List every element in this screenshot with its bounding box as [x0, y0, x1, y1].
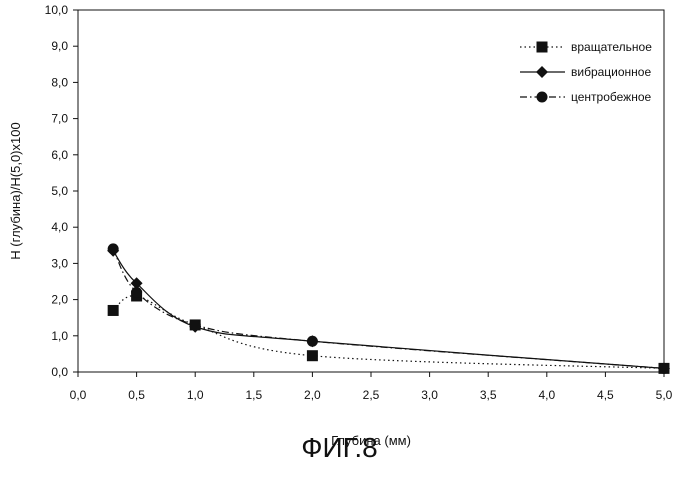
- y-tick-label: 8,0: [51, 75, 68, 89]
- y-tick-label: 6,0: [51, 148, 68, 162]
- legend-label: центробежное: [571, 90, 651, 104]
- x-tick-label: 1,0: [187, 388, 204, 402]
- x-tick-label: 4,5: [597, 388, 614, 402]
- data-point: [307, 350, 318, 361]
- legend-marker: [537, 42, 548, 53]
- legend-item: вибрационное: [520, 65, 651, 79]
- legend-label: вращательное: [571, 40, 652, 54]
- series-2: [108, 243, 670, 373]
- legend-item: центробежное: [520, 90, 651, 104]
- data-point: [659, 363, 670, 374]
- y-tick-label: 3,0: [51, 256, 68, 270]
- series-0: [108, 290, 670, 373]
- x-tick-label: 0,0: [70, 388, 87, 402]
- x-tick-label: 3,0: [421, 388, 438, 402]
- series-layer: [107, 243, 670, 374]
- y-tick-label: 9,0: [51, 39, 68, 53]
- series-1: [107, 245, 670, 375]
- y-axis-label: Н (глубина)/Н(5,0)х100: [8, 122, 23, 259]
- legend: вращательное вибрационное центробежное: [520, 40, 652, 104]
- y-tick-label: 2,0: [51, 293, 68, 307]
- x-tick-label: 5,0: [656, 388, 673, 402]
- data-point: [307, 336, 318, 347]
- series-line: [113, 249, 664, 368]
- x-tick-label: 2,0: [304, 388, 321, 402]
- y-tick-label: 7,0: [51, 112, 68, 126]
- x-tick-label: 0,5: [128, 388, 145, 402]
- x-tick-label: 4,0: [538, 388, 555, 402]
- y-tick-label: 0,0: [51, 365, 68, 379]
- x-tick-label: 3,5: [480, 388, 497, 402]
- x-tick-label: 1,5: [245, 388, 262, 402]
- x-tick-label: 2,5: [363, 388, 380, 402]
- legend-marker: [536, 66, 548, 78]
- series-line: [113, 251, 664, 369]
- data-point: [108, 305, 119, 316]
- legend-label: вибрационное: [571, 65, 651, 79]
- y-tick-label: 4,0: [51, 220, 68, 234]
- y-tick-label: 10,0: [45, 3, 69, 17]
- y-tick-label: 5,0: [51, 184, 68, 198]
- figure-caption: ФИГ.8: [0, 432, 679, 464]
- data-point: [131, 287, 142, 298]
- y-tick-label: 1,0: [51, 329, 68, 343]
- data-point: [190, 319, 201, 330]
- legend-marker: [537, 92, 548, 103]
- legend-item: вращательное: [520, 40, 652, 54]
- data-point: [108, 243, 119, 254]
